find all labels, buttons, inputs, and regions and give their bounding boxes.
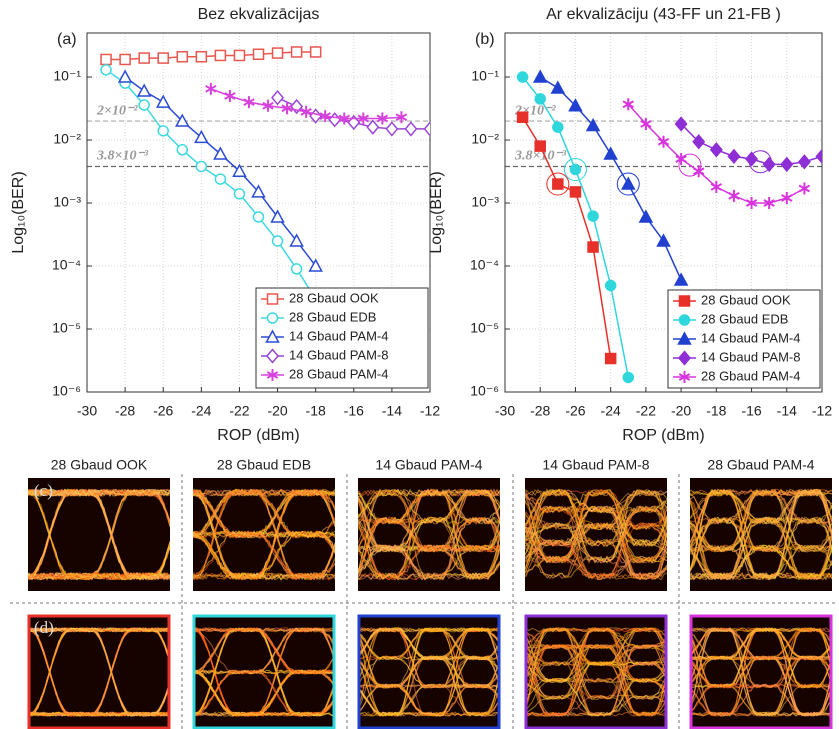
marker [177, 145, 187, 155]
legend-marker [680, 315, 690, 325]
x-tick-label: -14 [382, 403, 402, 419]
marker [196, 52, 206, 62]
marker [273, 48, 283, 58]
y-tick-label: 10⁻⁶ [52, 383, 81, 399]
marker [553, 179, 563, 189]
marker [570, 187, 580, 197]
y-tick-label: 10⁻⁴ [52, 257, 81, 273]
legend-label: 14 Gbaud PAM-8 [289, 347, 388, 362]
row-label: (d) [34, 618, 54, 637]
y-tick-label: 10⁻³ [471, 194, 499, 210]
legend-marker [680, 296, 690, 306]
marker [553, 122, 563, 132]
marker [139, 53, 149, 63]
marker [196, 161, 206, 171]
chart-title: Bez ekvalizācijas [198, 6, 320, 23]
marker [139, 100, 149, 110]
legend-marker [268, 294, 278, 304]
marker [518, 72, 528, 82]
y-tick-label: 10⁻¹ [53, 68, 81, 84]
marker [120, 54, 130, 64]
legend-label: 28 Gbaud OOK [289, 290, 379, 305]
x-axis-label: ROP (dBm) [217, 427, 299, 444]
legend-label: 14 Gbaud PAM-4 [289, 328, 388, 343]
x-tick-label: -12 [420, 403, 440, 419]
x-tick-label: -24 [191, 403, 211, 419]
eye-title: 28 Gbaud OOK [51, 457, 148, 473]
marker [292, 264, 302, 274]
marker [234, 189, 244, 199]
legend-label: 14 Gbaud PAM-4 [701, 330, 800, 345]
x-tick-label: -30 [77, 403, 97, 419]
marker [588, 242, 598, 252]
eye-title: 14 Gbaud PAM-8 [542, 457, 649, 473]
marker [158, 53, 168, 63]
y-tick-label: 10⁻³ [53, 194, 81, 210]
legend-marker [268, 313, 278, 323]
x-tick-label: -26 [565, 403, 585, 419]
x-tick-label: -18 [306, 403, 326, 419]
x-tick-label: -16 [344, 403, 364, 419]
x-tick-label: -24 [601, 403, 621, 419]
x-tick-label: -14 [777, 403, 797, 419]
marker [606, 354, 616, 364]
marker [101, 65, 111, 75]
figure: -30 -28 -26 -24 -22 -20 -18 -16 -14 -12 10⁻⁶ 10⁻⁵ 10… [0, 0, 839, 729]
y-tick-label: 10⁻⁵ [470, 320, 499, 336]
marker [518, 112, 528, 122]
row-label: (c) [34, 481, 53, 500]
marker [158, 126, 168, 136]
x-tick-label: -22 [229, 403, 249, 419]
x-tick-label: -20 [267, 403, 287, 419]
y-tick-label: 10⁻⁴ [470, 257, 499, 273]
eye-title: 28 Gbaud EDB [217, 457, 311, 473]
marker [535, 94, 545, 104]
marker [588, 211, 598, 221]
x-tick-label: -22 [636, 403, 656, 419]
x-tick-label: -26 [153, 403, 173, 419]
x-axis-label: ROP (dBm) [622, 427, 704, 444]
legend-label: 28 Gbaud OOK [701, 292, 791, 307]
marker [177, 52, 187, 62]
y-tick-label: 10⁻¹ [471, 68, 499, 84]
x-tick-label: -30 [495, 403, 515, 419]
x-tick-label: -28 [530, 403, 550, 419]
legend-label: 14 Gbaud PAM-8 [701, 349, 800, 364]
eye-title: 28 Gbaud PAM-4 [707, 457, 814, 473]
marker [623, 372, 633, 382]
legend-label: 28 Gbaud PAM-4 [701, 368, 800, 383]
panel-label: (a) [57, 31, 77, 48]
x-tick-label: -20 [671, 403, 691, 419]
marker [311, 47, 321, 57]
x-tick-label: -28 [115, 403, 135, 419]
x-tick-label: -18 [706, 403, 726, 419]
marker [254, 49, 264, 59]
y-axis-label: Log₁₀(BER) [428, 171, 445, 253]
marker [215, 50, 225, 60]
x-tick-label: -16 [741, 403, 761, 419]
marker [570, 165, 580, 175]
y-axis-label: Log₁₀(BER) [10, 171, 27, 253]
marker [273, 236, 283, 246]
y-tick-label: 10⁻² [471, 131, 499, 147]
eye-title: 14 Gbaud PAM-4 [375, 457, 482, 473]
chart-title: Ar ekvalizāciju (43-FF un 21-FB ) [546, 6, 781, 23]
y-tick-label: 10⁻⁵ [52, 320, 81, 336]
legend-label: 28 Gbaud EDB [289, 309, 376, 324]
y-tick-label: 10⁻⁶ [470, 383, 499, 399]
marker [215, 174, 225, 184]
marker [234, 50, 244, 60]
marker [535, 141, 545, 151]
panel-label: (b) [475, 31, 495, 48]
marker [606, 281, 616, 291]
legend-label: 28 Gbaud EDB [701, 311, 788, 326]
threshold-label: 3.8×10⁻³ [96, 149, 149, 164]
legend-label: 28 Gbaud PAM-4 [289, 366, 388, 381]
marker [292, 47, 302, 57]
y-tick-label: 10⁻² [53, 131, 81, 147]
threshold-label: 2×10⁻² [96, 103, 138, 118]
x-tick-label: -12 [812, 403, 832, 419]
marker [101, 54, 111, 64]
marker [254, 212, 264, 222]
